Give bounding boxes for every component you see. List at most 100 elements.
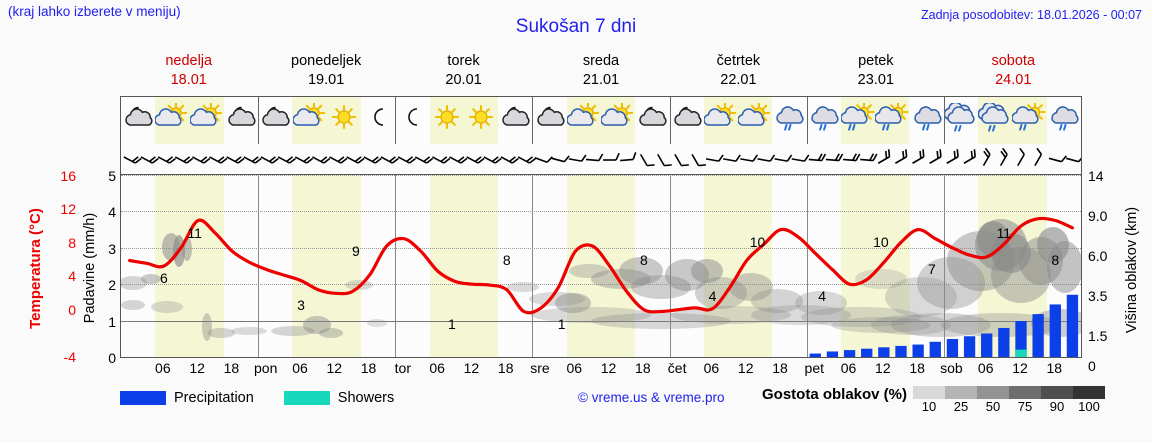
moon-cloud-rain-icon (772, 103, 806, 138)
x-axis-ticks: 06 12 18 pon 06 12 18 tor 06 12 18 sre 06 12 18 čet 06 12… (120, 360, 1082, 380)
x-axis-tick: 06 (429, 360, 445, 376)
wind-barb (397, 156, 417, 164)
temperature-axis-title-text: Temperatura (°C) (26, 207, 44, 329)
copyright-link[interactable]: © vreme.us & vreme.pro (578, 390, 725, 405)
sun-cloud-icon (737, 101, 772, 138)
wind-barb (674, 153, 689, 167)
weather-icon-cell-8 (360, 97, 396, 144)
x-axis-tick: čet (667, 360, 687, 376)
moon-cloud-rain-icon (910, 103, 944, 138)
showers-legend-label: Showers (337, 390, 395, 406)
temperature-value-label: 11 (187, 224, 202, 241)
wind-barb (294, 156, 314, 164)
cloud-height-tick: 0 (1088, 358, 1096, 374)
weather-icon-cell-18 (703, 97, 739, 144)
precipitation-tick: 4 (108, 204, 116, 221)
location-menu-note[interactable]: (kraj lahko izberete v meniju) (8, 4, 181, 19)
weather-icon-cell-27 (1011, 97, 1047, 144)
wind-barb (691, 153, 707, 167)
wind-barb (346, 156, 365, 164)
cloud-density-legend: Gostota oblakov (%) 10 25 50 75 90 100 (762, 386, 1106, 414)
precipitation-bar (878, 347, 890, 357)
wind-barb (157, 156, 177, 164)
moon-cloud-icon (121, 103, 155, 138)
wind-barb (860, 153, 878, 162)
x-axis-tick: 12 (463, 360, 480, 376)
moon-cloud-icon (635, 103, 669, 138)
x-axis-tick: 06 (155, 360, 171, 376)
temperature-value-label: 8 (502, 251, 511, 268)
wind-barb (432, 156, 451, 164)
temperature-value-label: 6 (160, 270, 168, 286)
temperature-tick: 4 (68, 268, 76, 284)
x-axis-tick: 18 (635, 360, 651, 376)
wind-barb (723, 154, 741, 162)
cloud-density-legend-title: Gostota oblakov (%) (762, 386, 908, 403)
wind-barb (639, 153, 655, 167)
wind-barb (534, 156, 553, 163)
weather-icon-cell-23 (874, 97, 910, 144)
page-title: Sukošan 7 dni (515, 16, 637, 37)
wind-barb (894, 149, 908, 164)
moon-cloud-icon (224, 103, 258, 138)
precipitation-axis-ticks: 5 4 3 2 1 0 (98, 160, 116, 380)
day-header-6: petek 23.01 (807, 52, 944, 94)
temperature-tick: 8 (68, 235, 76, 251)
cloud-density-swatch (1041, 386, 1074, 399)
day-header-row: nedelja 18.01 ponedeljek 19.01 torek 20.01 sre… (120, 52, 1082, 94)
day-name: petek (858, 53, 894, 69)
precipitation-legend-label: Precipitation (174, 390, 254, 406)
weather-icon-cell-10 (429, 97, 464, 144)
temperature-axis-ticks: 16 12 8 4 0 -4 (48, 160, 76, 380)
temperature-value-label: 7 (928, 260, 936, 277)
cloud-density-color-bar (913, 386, 1106, 399)
x-axis-tick: 18 (360, 360, 377, 376)
x-axis-tick: 18 (223, 360, 240, 376)
wind-barb (585, 153, 604, 162)
weather-icon-cell-19 (737, 97, 773, 144)
wind-barb (657, 153, 672, 167)
sun-cloud-icon (188, 101, 224, 138)
horizontal-gridline (121, 211, 1081, 213)
wind-barb (603, 152, 620, 161)
x-axis-tick: 12 (189, 360, 205, 376)
sun-cloud-icon (154, 101, 189, 138)
day-gridline (532, 175, 534, 357)
weather-icon-cell-9 (395, 97, 430, 144)
wind-barb (209, 156, 228, 164)
day-header-2: ponedeljek 19.01 (257, 52, 394, 94)
moon-cloud-icon (258, 103, 292, 138)
temperature-value-label: 9 (352, 242, 360, 259)
wind-barb (808, 153, 827, 162)
moon-icon (361, 103, 395, 138)
weather-icon-cell-16 (635, 97, 670, 144)
wind-barb (192, 156, 211, 164)
precipitation-axis-title-text: Padavine (mm/h) (82, 212, 98, 324)
temperature-value-label: 1 (448, 315, 456, 332)
wind-barb (243, 156, 262, 164)
cloud-height-axis-ticks: 14 9.0 6.0 3.5 1.5 0 (1088, 160, 1128, 380)
cloud-density-step-label: 75 (1017, 399, 1033, 414)
sun-cloud-icon (600, 101, 635, 138)
precipitation-bar (1015, 321, 1027, 357)
cloud-density-scale-labels: 10 25 50 75 90 100 (913, 399, 1105, 414)
wind-barb (843, 153, 861, 162)
day-separator (806, 97, 808, 144)
day-date: 23.01 (857, 72, 894, 88)
weather-icon-cell-22 (840, 97, 876, 144)
cloud-height-tick: 3.5 (1088, 288, 1108, 304)
weather-icon-cell-26 (977, 97, 1013, 144)
wind-barb (483, 156, 502, 164)
cloud-rain-icon (977, 101, 1012, 138)
cloud-height-tick: 9.0 (1088, 208, 1108, 224)
moon-cloud-icon (533, 103, 567, 138)
day-name: nedelja (165, 53, 213, 69)
weather-icon-cell-13 (532, 97, 567, 144)
wind-barb-strip (120, 144, 1082, 174)
precipitation-bar (998, 327, 1010, 357)
sun-cloud-icon (291, 101, 327, 138)
weather-icon-cell-17 (669, 97, 704, 144)
wind-barb (568, 154, 587, 162)
day-header-4: sreda 21.01 (532, 52, 669, 94)
weather-icon-cell-21 (806, 97, 841, 144)
